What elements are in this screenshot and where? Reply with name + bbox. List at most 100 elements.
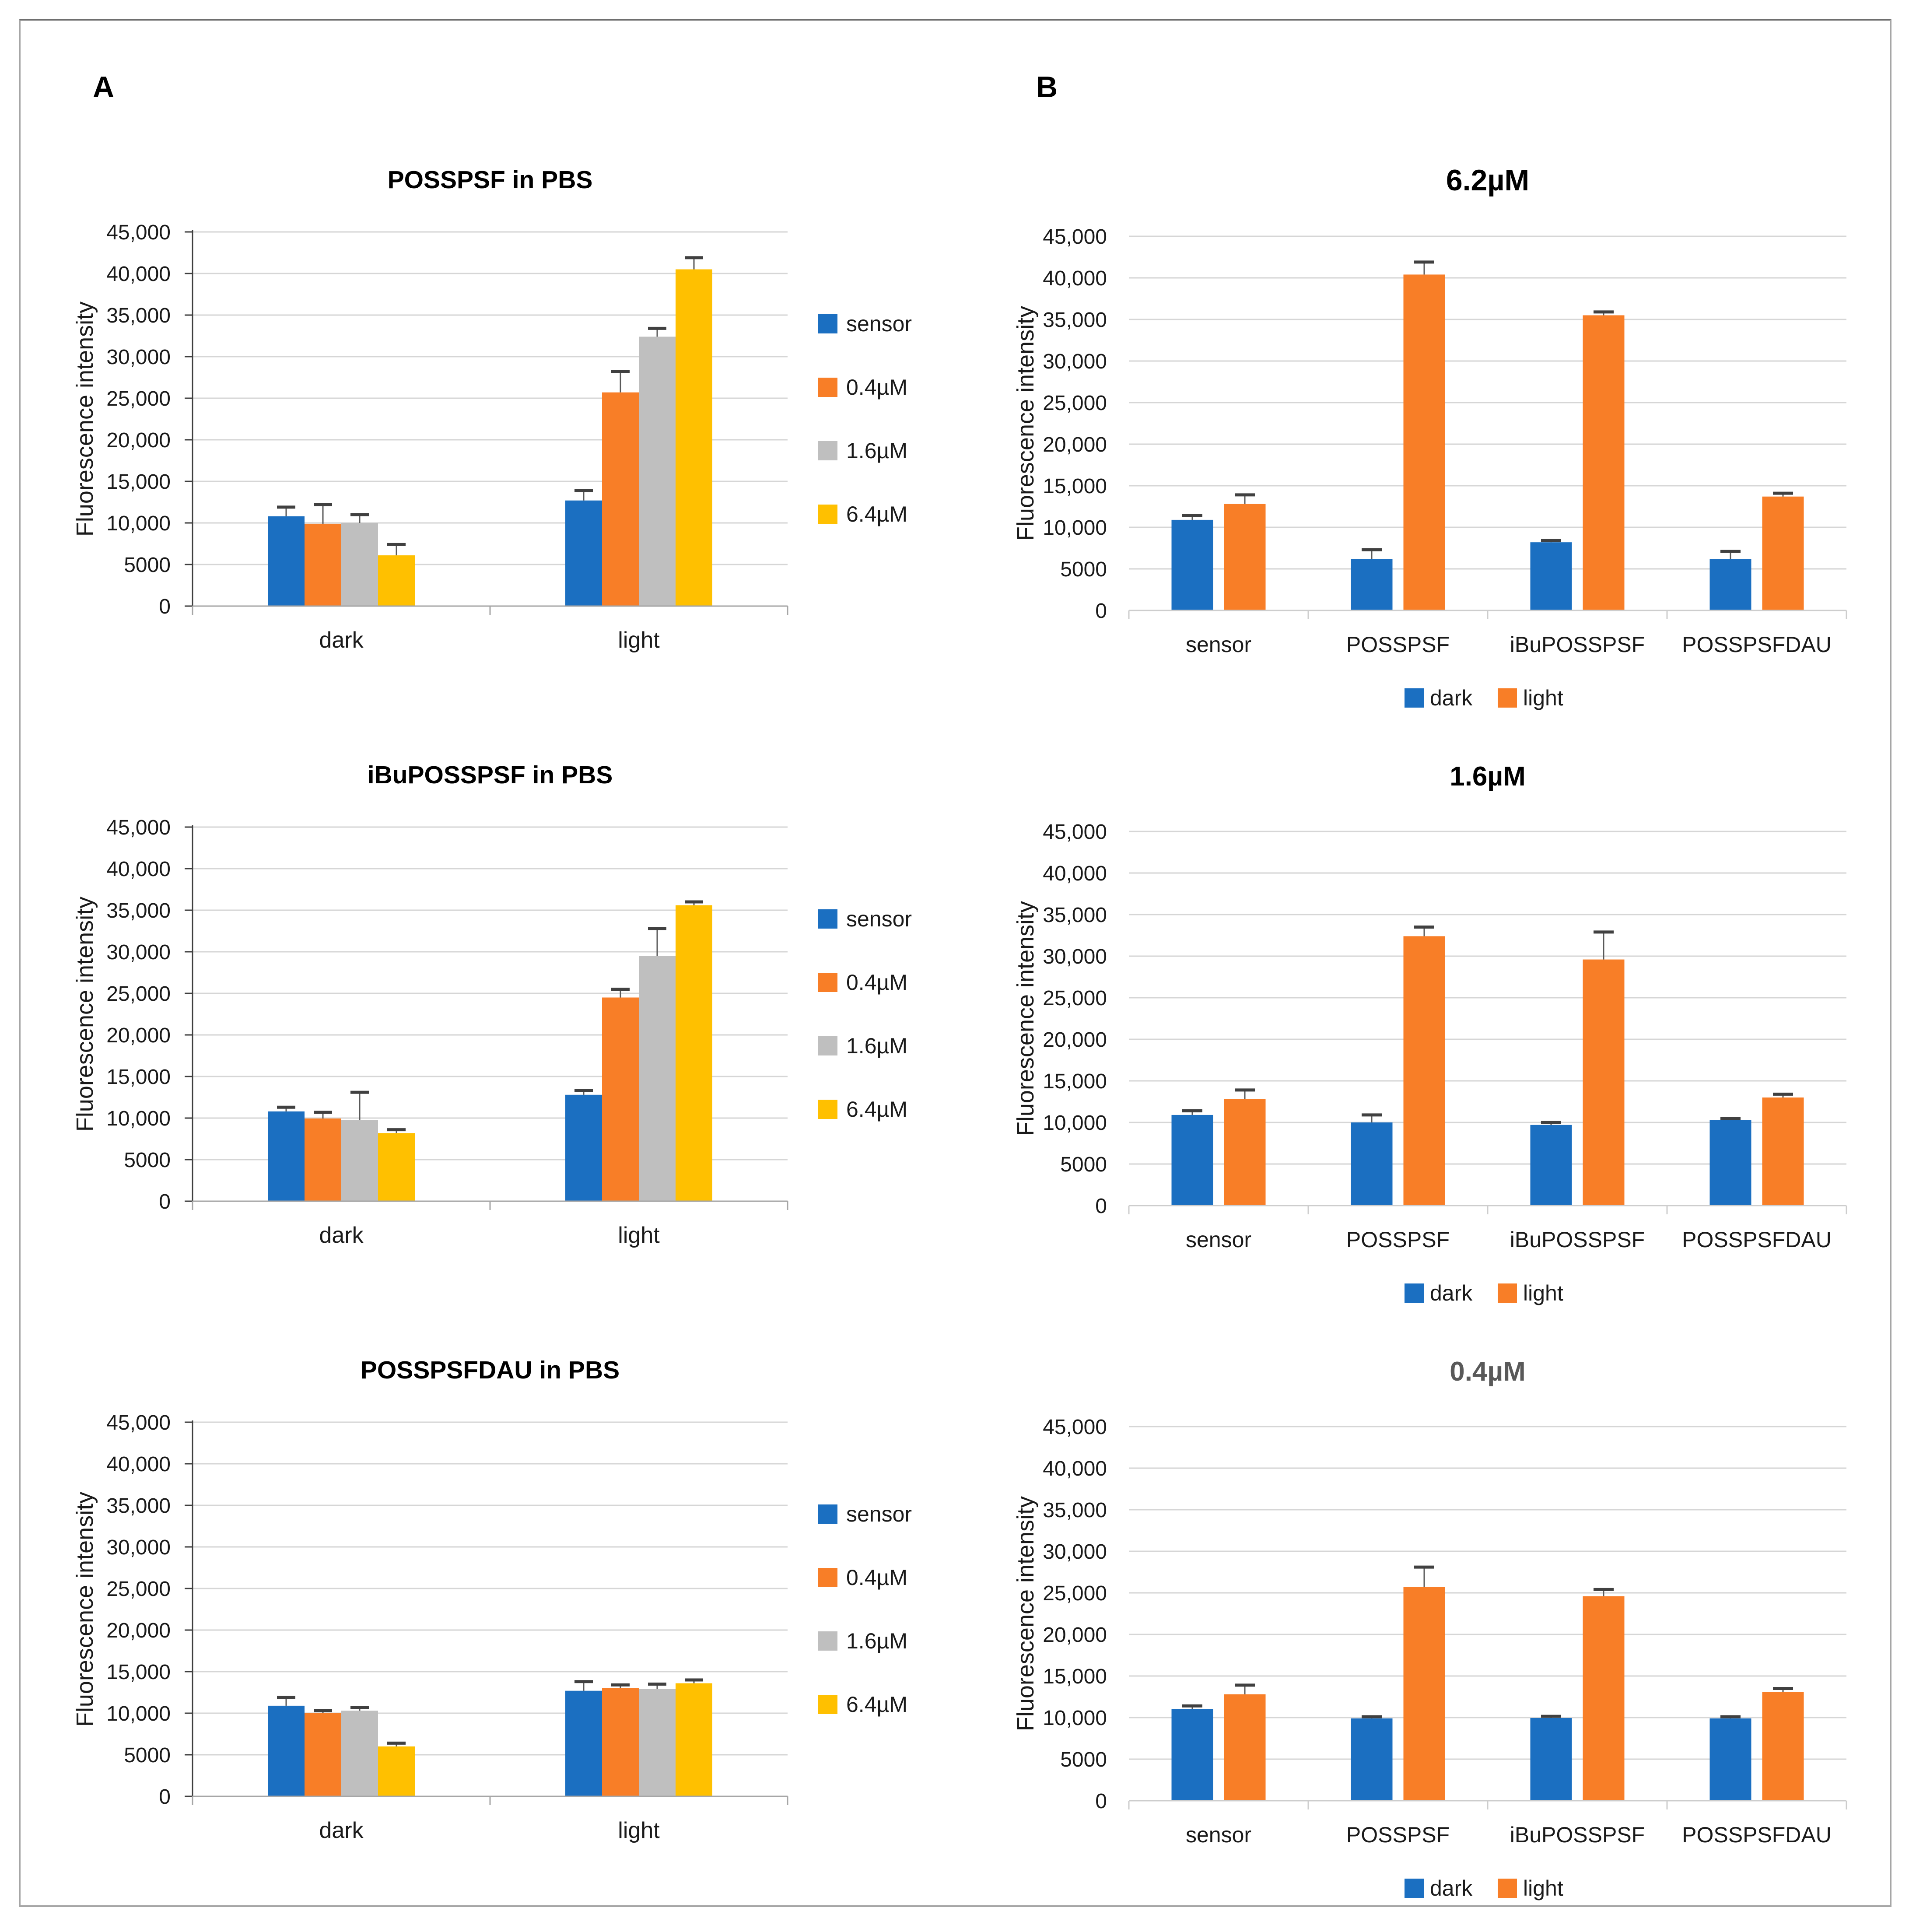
bar-dark-sensor: [1171, 1115, 1213, 1206]
legend-label-0.4µM: 0.4µM: [846, 1565, 907, 1590]
bar-1.6µM-light: [639, 1689, 676, 1796]
y-tick-label: 30,000: [1043, 945, 1107, 968]
legend-swatch-6.4µM: [818, 505, 837, 524]
y-tick-label: 35,000: [1043, 904, 1107, 927]
bar-light-POSSPSFDAU: [1762, 1692, 1804, 1801]
y-tick-label: 15,000: [106, 1066, 171, 1089]
chart-svg-posspsf-pbs: 0 5000 10,000 15,000 20,000 25,000 30,000 35,00…: [72, 166, 912, 653]
legend-swatch-sensor: [818, 1504, 837, 1524]
panel-label-b: B: [1036, 70, 1058, 104]
y-tick-label: 10,000: [106, 1702, 171, 1725]
bar-0.4µM-light: [602, 1688, 639, 1796]
bar-sensor-dark: [268, 1705, 305, 1796]
bar-1.6µM-light: [639, 956, 676, 1201]
legend-swatch-sensor: [818, 909, 837, 929]
x-category-labels: dark light: [319, 1818, 660, 1843]
bar-dark-iBuPOSSPSF: [1530, 1718, 1572, 1801]
legend-swatch-6.4µM: [818, 1695, 837, 1714]
legend: sensor 0.4µM 1.6µM 6.4µM: [818, 907, 912, 1122]
bar-1.6µM-light: [639, 337, 676, 606]
category-label-dark: dark: [319, 1818, 364, 1843]
x-axis-ticks: [192, 606, 788, 615]
bar-1.6µM-dark: [341, 1711, 378, 1796]
y-tick-label: 30,000: [1043, 350, 1107, 373]
chart-6-2um: 0 5000 10,000 15,000 20,000 25,000 30,000 35,00…: [1002, 144, 1881, 726]
y-tick-label: 40,000: [1043, 1457, 1107, 1480]
legend-swatch-dark: [1405, 1879, 1424, 1898]
legend-swatch-sensor: [818, 314, 837, 333]
legend-swatch-1.6µM: [818, 1631, 837, 1651]
y-tick-label: 25,000: [106, 982, 171, 1006]
category-label-light: light: [618, 1818, 660, 1843]
y-tick-label: 5000: [1060, 1153, 1107, 1176]
y-tick-label: 5000: [124, 1744, 171, 1767]
chart-title: iBuPOSSPSF in PBS: [368, 761, 613, 789]
bars: [1171, 1587, 1804, 1801]
bar-dark-iBuPOSSPSF: [1530, 1125, 1572, 1206]
bar-sensor-light: [565, 1094, 602, 1201]
y-tick-label: 0: [159, 1190, 171, 1213]
y-tick-label: 0: [1095, 1195, 1107, 1218]
bar-light-iBuPOSSPSF: [1583, 959, 1625, 1206]
y-tick-label: 20,000: [1043, 433, 1107, 456]
bar-dark-iBuPOSSPSF: [1530, 542, 1572, 610]
y-axis-tick-labels: 0 5000 10,000 15,000 20,000 25,000 30,000 35,00…: [106, 1411, 171, 1809]
y-tick-label: 0: [1095, 600, 1107, 623]
y-tick-label: 35,000: [1043, 1499, 1107, 1522]
chart-posspsf-in-pbs: 0 5000 10,000 15,000 20,000 25,000 30,000 35,00…: [61, 144, 963, 718]
error-bars: [277, 900, 703, 1133]
bar-light-iBuPOSSPSF: [1583, 315, 1625, 610]
legend-swatch-0.4µM: [818, 973, 837, 992]
bar-light-iBuPOSSPSF: [1583, 1596, 1625, 1801]
y-axis-title: Fluorescence intensity: [1012, 306, 1039, 541]
category-label-POSSPSFDAU: POSSPSFDAU: [1682, 1823, 1832, 1847]
x-axis-ticks: [192, 1201, 788, 1210]
legend: dark light: [1405, 1876, 1563, 1900]
x-category-labels: dark light: [319, 628, 660, 653]
category-label-POSSPSFDAU: POSSPSFDAU: [1682, 632, 1832, 657]
bar-6.4µM-light: [676, 905, 712, 1201]
y-tick-label: 25,000: [1043, 392, 1107, 415]
y-axis-tick-labels: 0 5000 10,000 15,000 20,000 25,000 30,000 35,00…: [1043, 1416, 1107, 1813]
legend-label-1.6µM: 1.6µM: [846, 1034, 907, 1058]
y-tick-label: 35,000: [106, 899, 171, 922]
error-bars: [277, 256, 703, 556]
category-label-light: light: [618, 628, 660, 653]
bars: [268, 1683, 712, 1796]
legend-label-sensor: sensor: [846, 312, 912, 336]
legend-label-0.4µM: 0.4µM: [846, 970, 907, 995]
category-label-POSSPSF: POSSPSF: [1346, 632, 1450, 657]
bar-0.4µM-dark: [305, 1118, 341, 1201]
bar-dark-POSSPSF: [1351, 559, 1393, 610]
y-tick-label: 15,000: [1043, 1070, 1107, 1093]
bar-light-POSSPSF: [1403, 1587, 1445, 1801]
category-label-POSSPSF: POSSPSF: [1346, 1823, 1450, 1847]
y-axis-line: [185, 230, 193, 608]
x-axis-ticks: [192, 1796, 788, 1805]
y-tick-label: 5000: [1060, 558, 1107, 581]
y-tick-label: 15,000: [1043, 475, 1107, 498]
legend-label-1.6µM: 1.6µM: [846, 438, 907, 463]
y-tick-label: 5000: [124, 1149, 171, 1172]
bar-light-sensor: [1224, 504, 1266, 610]
legend-label-sensor: sensor: [846, 907, 912, 931]
bar-dark-sensor: [1171, 519, 1213, 610]
y-tick-label: 40,000: [106, 1453, 171, 1476]
chart-posspsfdau-in-pbs: 0 5000 10,000 15,000 20,000 25,000 30,000 35,00…: [61, 1335, 963, 1908]
bar-dark-sensor: [1171, 1709, 1213, 1801]
legend-label-light: light: [1523, 686, 1563, 710]
y-tick-label: 40,000: [1043, 862, 1107, 885]
chart-title: POSSPSFDAU in PBS: [361, 1356, 620, 1384]
y-tick-label: 15,000: [1043, 1665, 1107, 1688]
legend-label-dark: dark: [1430, 1281, 1473, 1305]
chart-title: 6.2µM: [1446, 164, 1529, 197]
legend-label-1.6µM: 1.6µM: [846, 1629, 907, 1653]
y-tick-label: 25,000: [106, 1578, 171, 1601]
y-axis-tick-labels: 0 5000 10,000 15,000 20,000 25,000 30,000 35,00…: [1043, 820, 1107, 1218]
chart-ibuposspsf-in-pbs: 0 5000 10,000 15,000 20,000 25,000 30,000 35,00…: [61, 740, 963, 1313]
category-label-sensor: sensor: [1186, 632, 1251, 657]
legend-swatch-0.4µM: [818, 378, 837, 397]
bar-sensor-light: [565, 1690, 602, 1796]
bar-0.4µM-light: [602, 997, 639, 1201]
bar-0.4µM-dark: [305, 523, 341, 606]
